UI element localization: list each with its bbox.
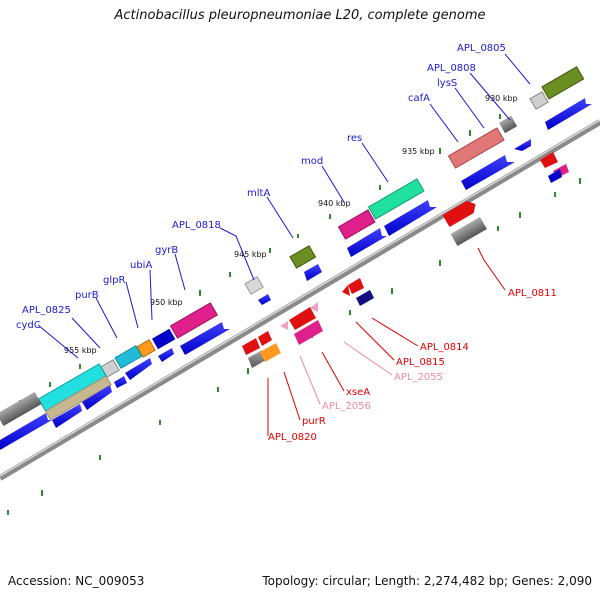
- gene-gyrB: [169, 302, 219, 339]
- label-cydC: cydC: [16, 320, 41, 331]
- scale-label-955: 955 kbp: [64, 346, 97, 355]
- scale-labels: 930 kbp 935 kbp 940 kbp 945 kbp 950 kbp …: [64, 94, 518, 355]
- label-glpR: glpR: [103, 275, 125, 286]
- label-apl0825: APL_0825: [22, 305, 71, 316]
- gene-apl0811: [450, 216, 487, 247]
- label-apl0805: APL_0805: [457, 43, 506, 54]
- label-apl0815: APL_0815: [396, 357, 445, 368]
- gene-apl2056: [294, 320, 323, 345]
- label-mod: mod: [301, 156, 323, 167]
- label-ubiA: ubiA: [130, 260, 152, 271]
- label-apl2055: APL_2055: [394, 372, 443, 383]
- label-purB: purB: [75, 290, 99, 301]
- genome-summary-text: Topology: circular; Length: 2,274,482 bp…: [262, 574, 592, 588]
- label-cafA: cafA: [408, 93, 430, 104]
- gene-apl2055: [310, 302, 318, 312]
- gene-labels: APL_0805 APL_0808 lysS cafA res mod mltA…: [16, 43, 557, 443]
- gene-apl0811-box: [442, 200, 476, 228]
- gene-apl0818: [244, 276, 264, 295]
- scale-label-945: 945 kbp: [234, 250, 267, 259]
- tick-marks-upper: [19, 72, 571, 405]
- gene-glpR: [136, 339, 156, 358]
- gene-purR-b: [260, 343, 281, 362]
- scale-label-950: 950 kbp: [150, 298, 183, 307]
- forward-arrows: [0, 98, 592, 450]
- gene-right-blue: [548, 169, 562, 183]
- label-apl0820: APL_0820: [268, 432, 317, 443]
- gene-purR: [258, 331, 272, 346]
- scale-label-930: 930 kbp: [485, 94, 518, 103]
- accession-text: Accession: NC_009053: [8, 574, 145, 588]
- scale-label-935: 935 kbp: [402, 147, 435, 156]
- label-gyrB: gyrB: [155, 245, 178, 256]
- label-apl0818: APL_0818: [172, 220, 221, 231]
- gene-apl0808: [529, 91, 549, 110]
- label-apl0808: APL_0808: [427, 63, 476, 74]
- gene-apl0814: [348, 278, 364, 294]
- label-purR: purR: [302, 416, 326, 427]
- gene-purB: [114, 345, 143, 369]
- forward-genes: [0, 66, 592, 450]
- label-apl2056: APL_2056: [322, 401, 371, 412]
- gene-mltA: [289, 245, 317, 269]
- map-title: Actinobacillus pleuropneumoniae L20, com…: [114, 8, 486, 23]
- label-apl0814: APL_0814: [420, 342, 469, 353]
- gene-mod: [337, 209, 376, 240]
- gene-right-red: [540, 152, 558, 168]
- gene-xseA: [289, 307, 316, 330]
- gene-apl2056-b: [280, 321, 288, 330]
- gene-left-edge: [0, 391, 42, 427]
- gene-apl0815-b: [342, 285, 350, 296]
- gene-lysS: [499, 115, 518, 134]
- label-lysS: lysS: [437, 78, 457, 89]
- gene-res: [367, 178, 425, 220]
- leader-lines: [37, 53, 531, 436]
- gene-cydC: [37, 363, 112, 421]
- label-apl0811: APL_0811: [508, 288, 557, 299]
- gene-apl0820: [242, 338, 260, 355]
- gene-ubiA: [152, 328, 176, 350]
- label-mltA: mltA: [247, 188, 270, 199]
- label-xseA: xseA: [346, 387, 370, 398]
- gene-apl0805: [541, 66, 585, 100]
- scale-label-940: 940 kbp: [318, 199, 351, 208]
- label-res: res: [347, 133, 362, 144]
- gene-cafA: [447, 127, 505, 169]
- gene-apl0815: [356, 290, 374, 306]
- reverse-genes: [242, 152, 569, 368]
- backbone: [0, 119, 600, 481]
